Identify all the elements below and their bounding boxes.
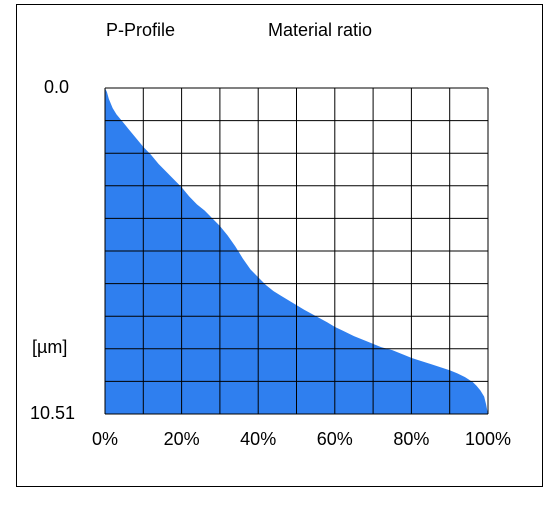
y-axis-unit-label: [µm] [32, 337, 68, 357]
y-axis-bottom-label: 10.51 [30, 403, 76, 423]
chart-title-left: P-Profile [106, 20, 176, 40]
chart-title-right: Material ratio [268, 20, 373, 40]
x-tick-label: 0% [92, 429, 118, 449]
x-tick-label: 100% [465, 429, 511, 449]
material-ratio-area [105, 88, 488, 414]
x-tick-label: 80% [393, 429, 429, 449]
y-axis-top-label: 0.0 [44, 77, 70, 97]
x-tick-label: 60% [317, 429, 353, 449]
x-tick-label: 40% [240, 429, 276, 449]
x-tick-label: 20% [164, 429, 200, 449]
